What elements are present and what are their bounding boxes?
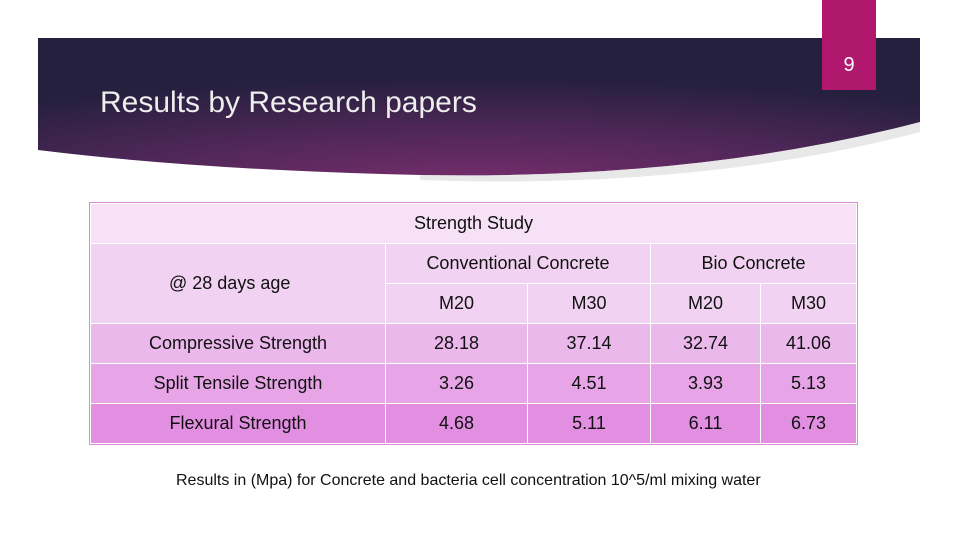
cell: 5.11 — [527, 403, 651, 444]
cell: 3.93 — [650, 363, 761, 404]
cell: 3.26 — [385, 363, 528, 404]
cell: 6.11 — [650, 403, 761, 444]
caption: Results in (Mpa) for Concrete and bacter… — [176, 472, 761, 489]
subheader: M30 — [760, 283, 857, 324]
cell: 37.14 — [527, 323, 651, 364]
banner — [38, 38, 920, 182]
subheader: M30 — [527, 283, 651, 324]
cell: 28.18 — [385, 323, 528, 364]
cell: 4.68 — [385, 403, 528, 444]
cell: 41.06 — [760, 323, 857, 364]
row-label: Split Tensile Strength — [90, 363, 386, 404]
cell: 4.51 — [527, 363, 651, 404]
results-table: Strength Study @ 28 days age Conventiona… — [89, 202, 858, 445]
group-header: Bio Concrete — [650, 243, 857, 284]
subheader: M20 — [650, 283, 761, 324]
row-label: Flexural Strength — [90, 403, 386, 444]
slide-title: Results by Research papers — [100, 86, 477, 119]
cell: 32.74 — [650, 323, 761, 364]
row-label: Compressive Strength — [90, 323, 386, 364]
slide-number: 9 — [822, 0, 876, 90]
cell: 5.13 — [760, 363, 857, 404]
row-label-header: @ 28 days age — [90, 243, 386, 324]
table-header: Strength Study — [90, 203, 857, 244]
subheader: M20 — [385, 283, 528, 324]
cell: 6.73 — [760, 403, 857, 444]
group-header: Conventional Concrete — [385, 243, 651, 284]
